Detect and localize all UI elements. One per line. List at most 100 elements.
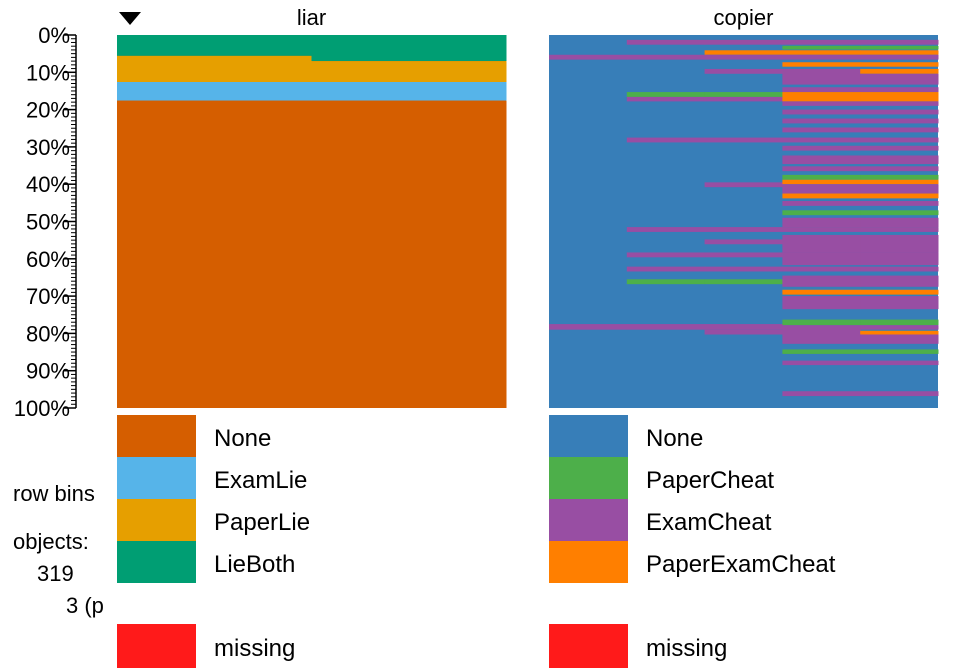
cell-papercheat bbox=[860, 45, 939, 50]
panel-copier: copier bbox=[549, 5, 939, 408]
y-tick-label: 30% bbox=[26, 135, 70, 160]
cell-examcheat bbox=[782, 234, 861, 253]
cell-examcheat bbox=[860, 155, 939, 165]
cell-paperexamcheat bbox=[860, 92, 939, 102]
y-tick-label: 50% bbox=[26, 210, 70, 235]
cell-paperlie bbox=[117, 55, 312, 82]
cell-examcheat bbox=[782, 137, 861, 143]
legend-swatch bbox=[117, 415, 196, 457]
legend-label: None bbox=[646, 425, 703, 452]
cell-examcheat bbox=[860, 166, 939, 172]
y-tick-label: 100% bbox=[14, 396, 70, 421]
legend-swatch bbox=[117, 499, 196, 541]
legend-label: LieBoth bbox=[214, 551, 295, 578]
cell-examcheat bbox=[626, 96, 706, 102]
cell-examcheat bbox=[626, 54, 706, 60]
cell-none bbox=[117, 100, 312, 408]
legend-label-missing: missing bbox=[214, 635, 295, 662]
cell-examcheat bbox=[782, 217, 861, 228]
cell-examcheat bbox=[626, 266, 706, 272]
cell-examcheat bbox=[704, 239, 783, 245]
cell-examcheat bbox=[782, 296, 861, 310]
cell-paperexamcheat bbox=[860, 193, 939, 199]
cell-papercheat bbox=[782, 45, 861, 50]
legend-label: None bbox=[214, 425, 271, 452]
cell-papercheat bbox=[860, 174, 939, 180]
cell-paperexamcheat bbox=[782, 179, 861, 185]
cell-none bbox=[311, 100, 507, 408]
y-tick-label: 90% bbox=[26, 359, 70, 384]
cell-paperexamcheat bbox=[782, 193, 861, 199]
panels: liar copier bbox=[117, 5, 939, 408]
legend-swatch-missing bbox=[117, 624, 196, 668]
legend-liar: None ExamLie PaperLie LieBoth missing bbox=[117, 415, 310, 668]
cell-lieboth bbox=[311, 35, 507, 62]
cell-examcheat bbox=[782, 200, 861, 206]
legend-label-missing: missing bbox=[646, 635, 727, 662]
cell-paperexamcheat bbox=[860, 50, 939, 55]
y-tick-label: 80% bbox=[26, 321, 70, 346]
cell-examcheat bbox=[860, 145, 939, 151]
legend-label: PaperExamCheat bbox=[646, 551, 836, 578]
legend-label: ExamCheat bbox=[646, 509, 772, 536]
cell-examcheat bbox=[704, 252, 783, 258]
cell-examcheat bbox=[860, 184, 939, 194]
cell-examlie bbox=[117, 81, 312, 101]
cell-examcheat bbox=[626, 39, 706, 45]
cell-examlie bbox=[311, 81, 507, 101]
cell-examcheat bbox=[860, 325, 939, 330]
cell-examcheat bbox=[782, 127, 861, 133]
cell-examcheat bbox=[860, 360, 939, 366]
row-bins-count: 3 (p bbox=[66, 593, 104, 618]
cell-lieboth bbox=[117, 35, 312, 56]
cell-examcheat bbox=[860, 87, 939, 93]
legends: None ExamLie PaperLie LieBoth missing None Pap… bbox=[117, 415, 836, 668]
cell-examcheat bbox=[782, 166, 861, 172]
cell-paperexamcheat bbox=[704, 50, 783, 55]
cell-examcheat bbox=[704, 96, 783, 102]
cell-examcheat bbox=[860, 54, 939, 60]
objects-label: objects: bbox=[13, 529, 89, 554]
cell-examcheat bbox=[782, 145, 861, 151]
y-tick-label: 10% bbox=[26, 60, 70, 85]
legend-swatch-missing bbox=[549, 624, 628, 668]
cell-examcheat bbox=[860, 391, 939, 397]
cell-examcheat bbox=[782, 54, 861, 60]
cell-examcheat bbox=[860, 39, 939, 45]
cell-examcheat bbox=[704, 329, 783, 335]
legend-label: ExamLie bbox=[214, 467, 307, 494]
cell-examcheat bbox=[782, 109, 861, 115]
cell-examcheat bbox=[860, 200, 939, 206]
cell-papercheat bbox=[626, 92, 706, 97]
cell-papercheat bbox=[860, 210, 939, 216]
cell-papercheat bbox=[860, 349, 939, 354]
cell-examcheat bbox=[704, 68, 783, 74]
cell-paperexamcheat bbox=[782, 50, 861, 55]
cell-examcheat bbox=[782, 68, 861, 85]
cell-examcheat bbox=[782, 118, 861, 124]
row-bins-label: row bins bbox=[13, 481, 95, 506]
cell-paperexamcheat bbox=[782, 92, 861, 102]
cell-examcheat bbox=[704, 137, 783, 143]
objects-count: 319 bbox=[37, 561, 74, 586]
legend-swatch bbox=[549, 499, 628, 541]
y-tick-label: 60% bbox=[26, 247, 70, 272]
cell-examcheat bbox=[860, 109, 939, 115]
cell-examcheat bbox=[860, 127, 939, 133]
cell-examcheat bbox=[704, 39, 783, 45]
cell-examcheat bbox=[782, 101, 861, 106]
cell-examcheat bbox=[860, 118, 939, 124]
cell-papercheat bbox=[782, 174, 861, 180]
cell-examcheat bbox=[860, 137, 939, 143]
cell-examcheat bbox=[782, 252, 861, 266]
cell-examcheat bbox=[782, 275, 861, 287]
cell-papercheat bbox=[704, 279, 783, 285]
sort-triangle-down-icon[interactable] bbox=[119, 12, 141, 25]
cell-examcheat bbox=[626, 137, 706, 143]
cell-examcheat bbox=[549, 54, 628, 60]
cell-examcheat bbox=[860, 73, 939, 85]
cell-examcheat bbox=[860, 252, 939, 266]
cell-examcheat bbox=[704, 182, 783, 188]
panel-liar: liar bbox=[117, 5, 507, 408]
cell-examcheat bbox=[860, 217, 939, 228]
